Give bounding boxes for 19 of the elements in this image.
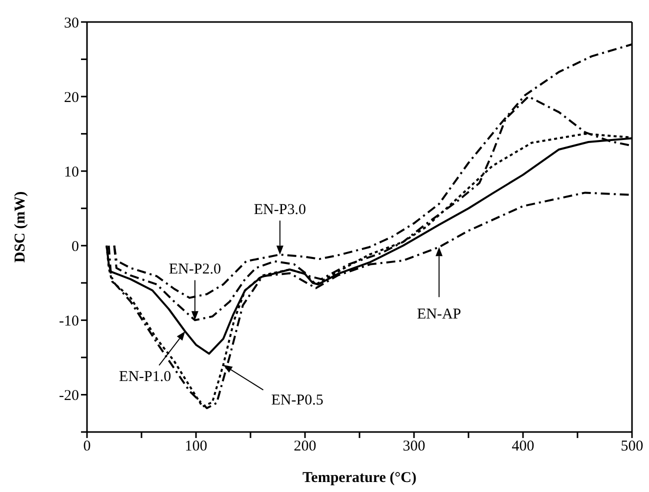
y-tick-label: -10 <box>59 314 79 330</box>
y-tick-label: 10 <box>64 164 79 180</box>
x-tick-label: 500 <box>620 438 644 455</box>
x-tick-label: 400 <box>512 438 534 455</box>
y-tick-label: 30 <box>64 15 79 32</box>
x-tick-label: 0 <box>83 438 91 455</box>
x-tick-label: 100 <box>184 438 208 455</box>
annotation: EN-P0.5 <box>271 392 324 408</box>
annotation: EN-P3.0 <box>254 202 306 218</box>
annotation: EN-P2.0 <box>168 262 221 278</box>
annotation: EN-AP <box>416 306 462 323</box>
y-tick-label: -20 <box>59 388 79 404</box>
x-tick-label: 200 <box>294 438 316 455</box>
y-tick-label: 20 <box>64 90 79 106</box>
annotation: EN-P1.0 <box>119 368 172 385</box>
y-axis-title: DSC (mW) <box>12 191 28 263</box>
x-axis-title: Temperature (°C) <box>302 470 416 486</box>
x-tick-label: 300 <box>402 438 426 455</box>
y-tick-label: 0 <box>72 238 79 255</box>
